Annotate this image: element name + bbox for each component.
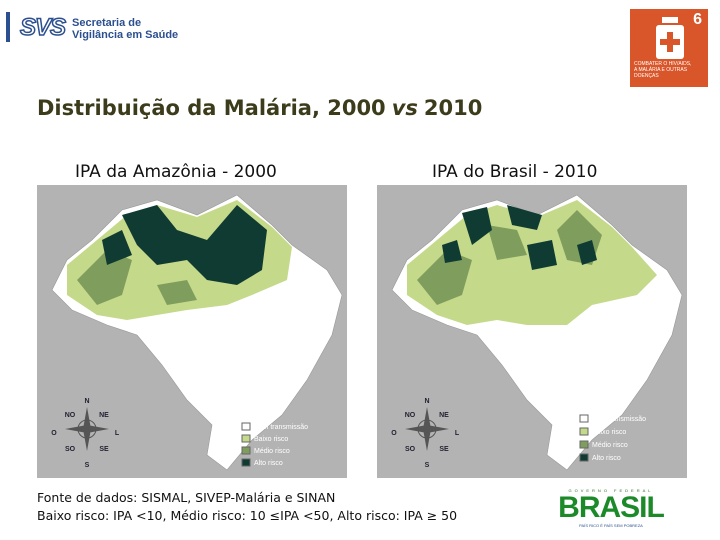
goal-badge: 6 COMBATER O HIV/AIDS, A MALÁRIA E OUTRA…	[630, 9, 708, 87]
compass-label: O	[391, 430, 397, 437]
map-caption: IPA do Brasil - 2010	[432, 162, 598, 182]
title-part: 2010	[423, 96, 483, 120]
brasil-top: GOVERNO FEDERAL	[568, 488, 654, 493]
title-part: Distribuição da Malária, 2000	[37, 96, 386, 120]
badge-line: DOENÇAS	[634, 73, 659, 79]
badge-text: COMBATER O HIV/AIDS, A MALÁRIA E OUTRAS …	[634, 61, 691, 79]
footer-line: Fonte de dados: SISMAL, SIVEP-Malária e …	[37, 490, 336, 505]
badge-line: A MALÁRIA E OUTRAS	[634, 67, 688, 73]
map-caption: IPA da Amazônia - 2000	[75, 162, 277, 182]
brasil-logo: GOVERNO FEDERAL BRASIL PAÍS RICO É PAÍS …	[553, 488, 669, 528]
legend-label: Sem transmissão	[254, 424, 308, 431]
legend-label: Baixo risco	[592, 429, 626, 436]
legend-label: Sem transmissão	[592, 416, 646, 423]
logo-line: Vigilância em Saúde	[72, 29, 179, 41]
badge-icon	[656, 17, 684, 59]
compass-label: L	[115, 430, 120, 437]
compass-label: S	[425, 462, 430, 469]
legend-label: Alto risco	[592, 455, 621, 462]
compass-label: NO	[405, 412, 416, 419]
compass-label: N	[84, 398, 89, 405]
map-2000: N NO NE O L SO SE S Sem transmissão Baix…	[37, 185, 347, 478]
compass: N NO NE O L SO SE S	[51, 398, 120, 469]
footer: Fonte de dados: SISMAL, SIVEP-Malária e …	[37, 489, 457, 525]
logo-abbr: SVS	[19, 13, 67, 42]
legend-label: Baixo risco	[254, 436, 288, 443]
compass-label: NE	[439, 412, 449, 419]
logo-line: Secretaria de	[72, 17, 142, 29]
footer-line: Baixo risco: IPA <10, Médio risco: 10 ≤I…	[37, 508, 458, 523]
brasil-slogan: PAÍS RICO É PAÍS SEM POBREZA	[579, 523, 643, 528]
legend-label: Médio risco	[592, 442, 628, 449]
compass-label: SO	[65, 446, 76, 453]
badge-line: COMBATER O HIV/AIDS,	[634, 61, 692, 67]
brasil-name: BRASIL	[558, 491, 665, 524]
slide-title: Distribuição da Malária, 2000 vs 2010	[37, 96, 482, 120]
compass: N NO NE O L SO SE S	[391, 398, 460, 469]
compass-label: SE	[439, 446, 449, 453]
compass-label: O	[51, 430, 57, 437]
compass-label: S	[85, 462, 90, 469]
legend: Sem transmissão Baixo risco Médio risco …	[579, 414, 646, 462]
compass-label: NE	[99, 412, 109, 419]
compass-label: SE	[99, 446, 109, 453]
compass-label: SO	[405, 446, 416, 453]
logo-bar	[6, 12, 10, 42]
title-part: vs	[391, 96, 418, 120]
badge-number: 6	[693, 11, 702, 28]
legend-label: Alto risco	[254, 460, 283, 467]
legend: Sem transmissão Baixo risco Médio risco …	[241, 422, 308, 467]
logo-text: Secretaria de Vigilância em Saúde	[72, 17, 178, 41]
compass-label: NO	[65, 412, 76, 419]
compass-label: L	[455, 430, 460, 437]
compass-label: N	[424, 398, 429, 405]
legend-label: Médio risco	[254, 448, 290, 455]
map-2010: N NO NE O L SO SE S Sem transmissão Baix…	[377, 185, 687, 478]
